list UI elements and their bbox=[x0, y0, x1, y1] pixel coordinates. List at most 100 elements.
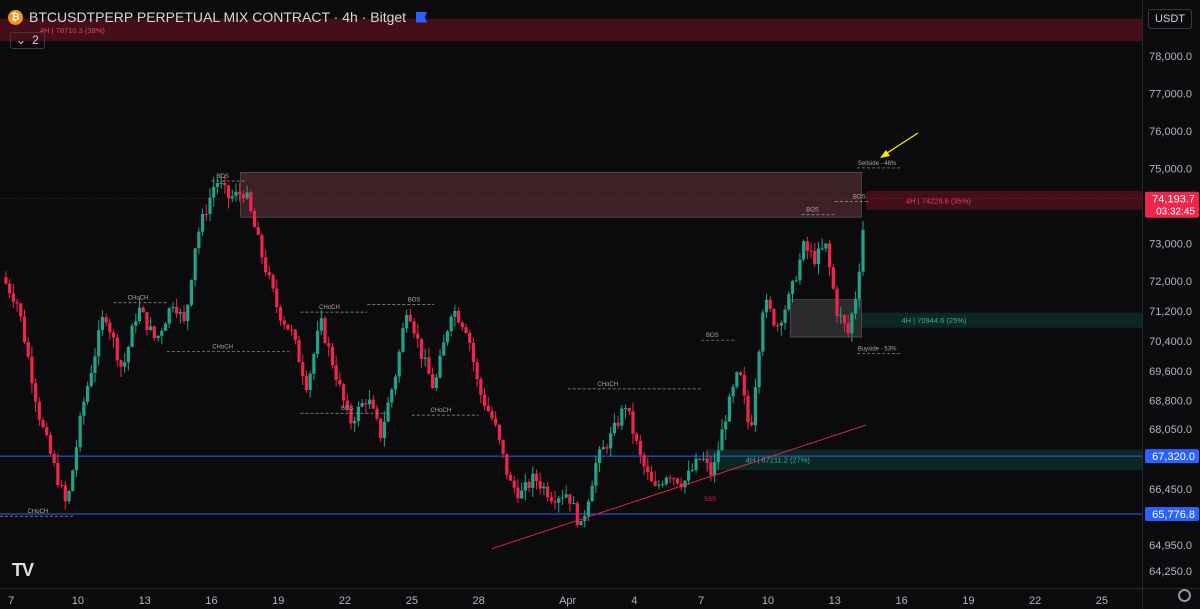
candle-body-228 bbox=[850, 313, 854, 334]
indicator-collapse-button[interactable]: ⌄ 2 bbox=[10, 32, 45, 49]
structure-label-9: BOS bbox=[806, 208, 819, 214]
flag-icon[interactable] bbox=[416, 11, 428, 23]
candle-body-59 bbox=[223, 182, 227, 186]
candle-body-49 bbox=[186, 304, 190, 321]
y-tick-label-8: 70,400.0 bbox=[1149, 336, 1192, 348]
candle-body-1 bbox=[8, 283, 12, 294]
candle-body-98 bbox=[367, 399, 372, 405]
y-tick-label-11: 68,050.0 bbox=[1149, 424, 1192, 436]
candle-body-87 bbox=[327, 342, 331, 347]
symbol-title[interactable]: BTCUSDTPERP PERPETUAL MIX CONTRACT · 4h … bbox=[29, 9, 407, 25]
candle-body-127 bbox=[475, 362, 479, 380]
candle-body-144 bbox=[538, 481, 542, 489]
candle-body-160 bbox=[597, 449, 602, 463]
candle-body-114 bbox=[427, 357, 431, 374]
liquidity-zone-1 bbox=[865, 191, 1142, 210]
candle-body-165 bbox=[616, 422, 620, 426]
candle-body-216 bbox=[805, 241, 809, 251]
candle-body-211 bbox=[787, 293, 791, 310]
candle-body-215 bbox=[802, 241, 806, 260]
candle-body-198 bbox=[738, 372, 743, 375]
candle-body-15 bbox=[59, 484, 64, 486]
candle-body-159 bbox=[594, 462, 598, 486]
candle-body-171 bbox=[638, 440, 642, 456]
candle-body-197 bbox=[735, 372, 739, 387]
candle-body-70 bbox=[264, 257, 268, 273]
candle-body-151 bbox=[564, 494, 568, 498]
candle-body-57 bbox=[215, 183, 220, 188]
x-tick-label-1: 10 bbox=[72, 595, 84, 607]
x-tick-label-0: 7 bbox=[8, 595, 14, 607]
candle-body-10 bbox=[41, 420, 45, 428]
candle-body-23 bbox=[89, 373, 93, 387]
x-tick-label-10: 7 bbox=[698, 595, 704, 607]
candle-body-56 bbox=[212, 187, 216, 198]
symbol-header[interactable]: ₿ BTCUSDTPERP PERPETUAL MIX CONTRACT · 4… bbox=[8, 9, 428, 25]
y-tick-label-9: 69,600.0 bbox=[1149, 366, 1192, 378]
candle-body-133 bbox=[497, 424, 501, 440]
x-tick-label-4: 19 bbox=[272, 595, 284, 607]
candle-body-224 bbox=[835, 288, 839, 316]
candle-body-7 bbox=[30, 356, 34, 384]
y-tick-label-4: 75,000.0 bbox=[1149, 164, 1192, 176]
candle-body-96 bbox=[360, 403, 364, 407]
candle-body-140 bbox=[523, 482, 527, 491]
candle-body-206 bbox=[768, 299, 772, 309]
candle-body-13 bbox=[52, 453, 56, 464]
candle-body-106 bbox=[397, 351, 401, 377]
trendline-label: SSS bbox=[704, 497, 716, 503]
candle-body-55 bbox=[208, 197, 212, 215]
candle-body-89 bbox=[334, 365, 338, 380]
candle-body-21 bbox=[82, 401, 86, 416]
candle-body-68 bbox=[256, 227, 260, 236]
candle-body-142 bbox=[531, 473, 535, 488]
candle-body-41 bbox=[156, 335, 160, 339]
candle-body-183 bbox=[683, 480, 687, 488]
candle-body-210 bbox=[783, 309, 787, 323]
candle-body-65 bbox=[245, 192, 249, 199]
indicator-count: 2 bbox=[32, 33, 39, 47]
candle-body-168 bbox=[627, 408, 631, 412]
y-tick-label-7: 71,200.0 bbox=[1149, 306, 1192, 318]
candle-body-118 bbox=[442, 342, 446, 356]
candle-body-155 bbox=[579, 520, 583, 526]
candle-body-134 bbox=[501, 439, 505, 454]
candle-body-81 bbox=[304, 376, 309, 390]
candle-body-176 bbox=[657, 484, 661, 486]
candle-body-37 bbox=[141, 307, 145, 313]
x-tick-label-5: 22 bbox=[339, 595, 351, 607]
candle-body-73 bbox=[275, 288, 279, 308]
currency-selector[interactable]: USDT bbox=[1148, 9, 1192, 29]
candle-body-16 bbox=[63, 485, 67, 502]
candle-body-169 bbox=[631, 411, 635, 434]
candle-body-86 bbox=[323, 318, 327, 343]
candle-body-173 bbox=[646, 466, 650, 473]
candle-body-103 bbox=[386, 402, 390, 422]
candle-body-205 bbox=[764, 299, 769, 313]
y-tick-label-1: 78,000.0 bbox=[1149, 51, 1192, 63]
candle-body-187 bbox=[698, 458, 702, 460]
candle-body-124 bbox=[464, 327, 468, 333]
candle-body-88 bbox=[330, 346, 335, 366]
candle-body-208 bbox=[776, 325, 780, 327]
structure-label-6: CHoCH bbox=[430, 408, 451, 414]
candle-body-22 bbox=[85, 386, 90, 402]
candle-body-147 bbox=[549, 497, 553, 502]
candle-body-172 bbox=[642, 455, 646, 467]
x-tick-label-2: 13 bbox=[139, 595, 151, 607]
x-tick-label-15: 22 bbox=[1029, 595, 1041, 607]
candle-body-97 bbox=[364, 403, 368, 405]
x-tick-label-11: 10 bbox=[762, 595, 774, 607]
candle-body-189 bbox=[705, 458, 709, 463]
candle-body-5 bbox=[22, 316, 27, 342]
gear-icon[interactable] bbox=[1178, 589, 1191, 602]
candle-body-209 bbox=[779, 322, 783, 326]
candle-body-222 bbox=[828, 243, 832, 268]
candle-body-27 bbox=[104, 317, 108, 323]
candle-body-112 bbox=[419, 338, 424, 359]
candle-body-39 bbox=[149, 326, 153, 330]
structure-label-0: BOS bbox=[216, 174, 229, 180]
candle-body-35 bbox=[134, 321, 138, 326]
liquidity-zone-0 bbox=[0, 18, 1142, 42]
